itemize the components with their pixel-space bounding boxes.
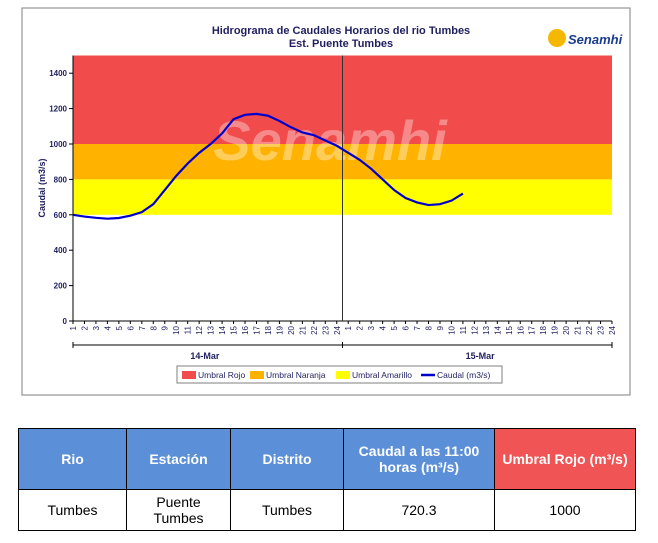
x-tick-label: 13 xyxy=(482,325,491,334)
cell: 1000 xyxy=(494,489,636,531)
header-cell: Estación xyxy=(126,428,231,490)
x-tick-label: 18 xyxy=(539,325,548,334)
watermark: Senamhi xyxy=(213,109,448,172)
logo-icon xyxy=(548,29,566,47)
y-tick-label: 1000 xyxy=(49,140,67,149)
x-tick-label: 6 xyxy=(402,325,411,330)
x-tick-label: 10 xyxy=(447,325,456,334)
legend-swatch xyxy=(182,371,196,379)
x-tick-label: 22 xyxy=(310,325,319,334)
y-tick-label: 600 xyxy=(54,211,68,220)
day-label: 14-Mar xyxy=(190,351,220,361)
y-tick-label: 0 xyxy=(63,317,68,326)
header-cell: Distrito xyxy=(230,428,344,490)
legend-swatch xyxy=(336,371,350,379)
x-tick-label: 16 xyxy=(241,325,250,334)
x-tick-label: 8 xyxy=(425,325,434,330)
x-tick-label: 9 xyxy=(161,325,170,330)
x-tick-label: 16 xyxy=(516,325,525,334)
x-tick-label: 11 xyxy=(184,325,193,334)
legend-label: Caudal (m3/s) xyxy=(437,370,491,380)
data-table: Rio Estación Distrito Caudal a las 11:00… xyxy=(18,428,636,531)
y-tick-label: 1200 xyxy=(49,105,67,114)
y-axis-label: Caudal (m3/s) xyxy=(37,158,47,217)
x-tick-label: 12 xyxy=(470,325,479,334)
legend-swatch xyxy=(250,371,264,379)
x-tick-label: 19 xyxy=(551,325,560,334)
x-tick-label: 20 xyxy=(562,325,571,334)
x-tick-label: 8 xyxy=(149,325,158,330)
x-tick-label: 24 xyxy=(608,325,617,334)
y-tick-label: 400 xyxy=(54,246,68,255)
legend-label: Umbral Naranja xyxy=(266,370,326,380)
x-tick-label: 9 xyxy=(436,325,445,330)
x-tick-label: 7 xyxy=(138,325,147,330)
x-tick-label: 22 xyxy=(585,325,594,334)
x-tick-label: 24 xyxy=(333,325,342,334)
chart: Hidrograma de Caudales Horarios del rio … xyxy=(21,7,631,396)
x-tick-label: 1 xyxy=(344,325,353,330)
x-tick-label: 15 xyxy=(230,325,239,334)
x-tick-label: 3 xyxy=(367,325,376,330)
legend-label: Umbral Rojo xyxy=(198,370,246,380)
y-tick-label: 1400 xyxy=(49,69,67,78)
x-tick-label: 6 xyxy=(126,325,135,330)
x-tick-label: 7 xyxy=(413,325,422,330)
x-tick-label: 1 xyxy=(69,325,78,330)
x-tick-label: 17 xyxy=(252,325,261,334)
x-tick-label: 11 xyxy=(459,325,468,334)
header-cell: Caudal a las 11:00 horas (m³/s) xyxy=(343,428,495,490)
chart-subtitle: Est. Puente Tumbes xyxy=(289,38,393,50)
data-line xyxy=(72,112,464,220)
x-tick-label: 2 xyxy=(80,325,89,330)
x-tick-label: 17 xyxy=(528,325,537,334)
x-tick-label: 5 xyxy=(390,325,399,330)
x-tick-label: 21 xyxy=(298,325,307,334)
x-tick-label: 13 xyxy=(207,325,216,334)
cell: Tumbes xyxy=(18,489,127,531)
header-cell: Umbral Rojo (m³/s) xyxy=(494,428,636,490)
x-tick-label: 19 xyxy=(275,325,284,334)
x-tick-label: 23 xyxy=(597,325,606,334)
day-label: 15-Mar xyxy=(466,351,496,361)
x-tick-label: 14 xyxy=(218,325,227,334)
x-tick-label: 20 xyxy=(287,325,296,334)
cell: 720.3 xyxy=(343,489,495,531)
legend-label: Umbral Amarillo xyxy=(352,370,412,380)
x-tick-label: 23 xyxy=(321,325,330,334)
x-tick-label: 3 xyxy=(92,325,101,330)
x-tick-label: 12 xyxy=(195,325,204,334)
x-tick-label: 2 xyxy=(356,325,365,330)
cell: Puente Tumbes xyxy=(126,489,231,531)
cell: Tumbes xyxy=(230,489,344,531)
x-tick-label: 4 xyxy=(379,325,388,330)
x-tick-label: 10 xyxy=(172,325,181,334)
y-tick-label: 200 xyxy=(54,282,68,291)
x-tick-label: 15 xyxy=(505,325,514,334)
x-tick-label: 4 xyxy=(103,325,112,330)
logo-text: Senamhi xyxy=(568,32,623,47)
x-tick-label: 14 xyxy=(493,325,502,334)
chart-title: Hidrograma de Caudales Horarios del rio … xyxy=(212,25,470,37)
header-cell: Rio xyxy=(18,428,127,490)
y-tick-label: 800 xyxy=(54,175,68,184)
x-tick-label: 18 xyxy=(264,325,273,334)
x-tick-label: 21 xyxy=(574,325,583,334)
x-tick-label: 5 xyxy=(115,325,124,330)
